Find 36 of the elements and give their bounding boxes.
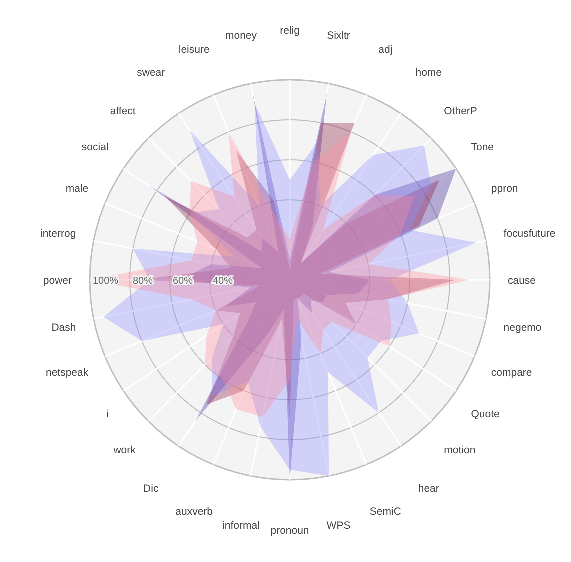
spoke-label: compare [491, 366, 532, 379]
spoke-label: home [416, 67, 442, 80]
y-tick-label: 40% [213, 276, 234, 287]
spoke-label: pronoun [270, 525, 310, 537]
spoke-label: power [43, 275, 72, 287]
spoke-label: Dic [144, 482, 159, 495]
spoke-label: auxverb [176, 506, 214, 518]
spoke-label: WPS [326, 520, 351, 532]
spoke-label: Quote [471, 408, 500, 420]
y-tick-label: 80% [133, 276, 154, 287]
spoke-label: money [225, 30, 258, 42]
spoke-label: leisure [178, 44, 210, 56]
spoke-label: Sixltr [327, 30, 351, 42]
spoke-label: affect [110, 105, 136, 118]
spoke-label: social [82, 142, 109, 154]
spoke-label: negemo [504, 322, 542, 334]
y-tick-label: 60% [173, 276, 194, 287]
spoke-label: Dash [52, 322, 76, 334]
spoke-label: SemiC [370, 506, 402, 518]
spoke-label: OtherP [444, 105, 478, 118]
y-tick-label: 100% [93, 276, 119, 287]
spoke-label: interrog [40, 228, 76, 240]
spoke-label: ppron [491, 183, 518, 196]
spoke-label: cause [508, 275, 536, 287]
spoke-label: adj [378, 44, 393, 56]
spoke-label: focusfuture [504, 228, 556, 240]
spoke-label: Tone [471, 142, 494, 154]
spoke-label: i [106, 408, 109, 420]
spoke-label: motion [444, 444, 476, 457]
spoke-label: informal [222, 520, 260, 532]
spoke-label: hear [418, 482, 440, 495]
spoke-label: swear [137, 67, 166, 80]
spoke-label: male [66, 183, 89, 196]
spoke-label: netspeak [46, 366, 90, 379]
spoke-label: work [112, 444, 137, 457]
spoke-label: relig [280, 25, 300, 37]
